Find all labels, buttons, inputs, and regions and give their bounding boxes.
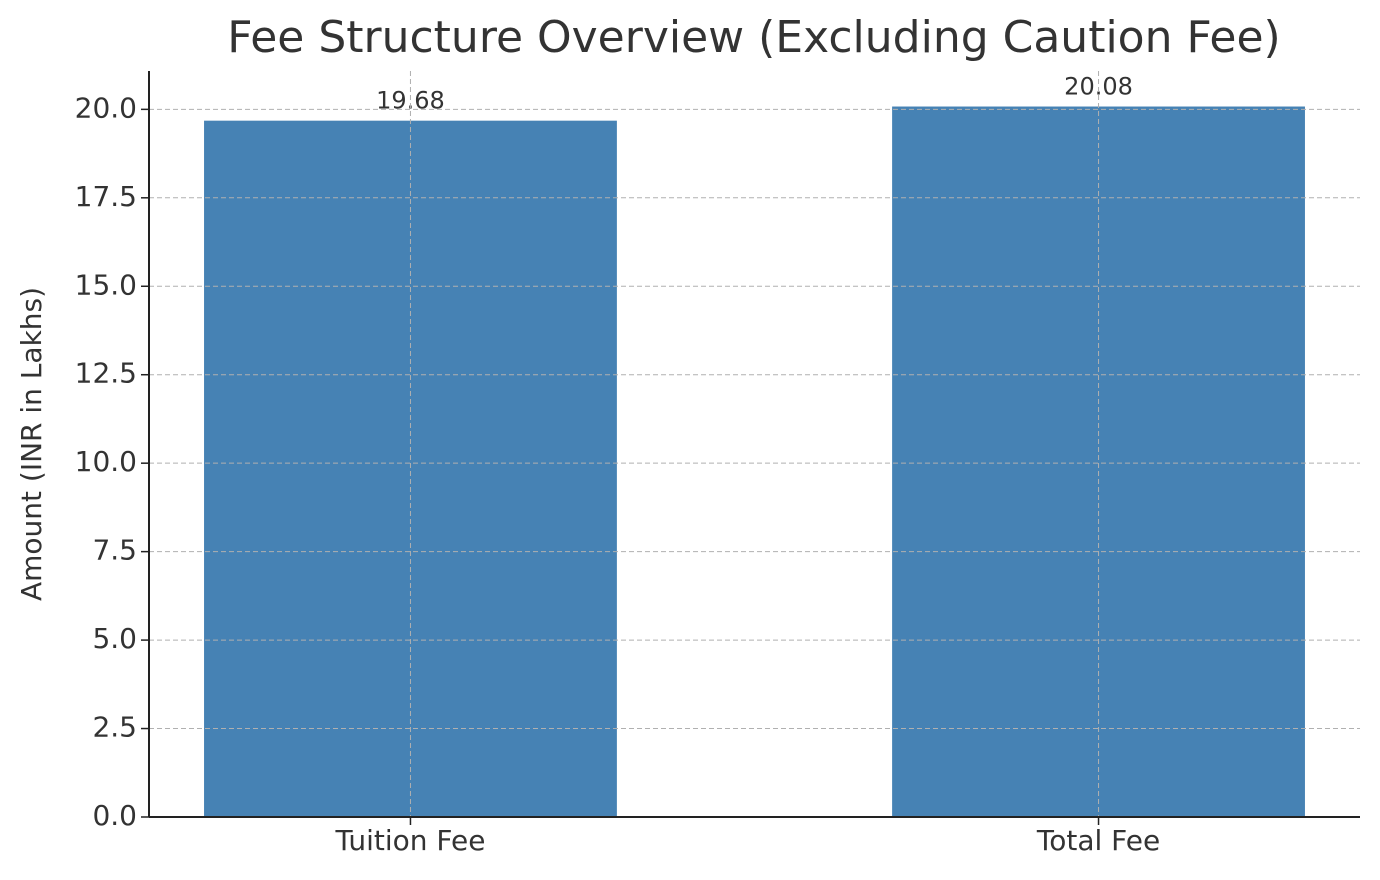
y-tick-label: 17.5 — [75, 180, 137, 213]
x-tick-label: Tuition Fee — [334, 824, 485, 857]
y-tick-label: 0.0 — [92, 799, 137, 832]
bar — [204, 120, 617, 818]
chart-title: Fee Structure Overview (Excluding Cautio… — [227, 12, 1280, 63]
y-tick-label: 15.0 — [75, 268, 137, 301]
y-tick-label: 7.5 — [92, 534, 137, 567]
y-tick-label: 2.5 — [92, 711, 137, 744]
bar — [892, 106, 1305, 818]
y-tick-label: 10.0 — [75, 445, 137, 478]
y-tick-label: 5.0 — [92, 622, 137, 655]
y-axis-label: Amount (INR in Lakhs) — [15, 287, 48, 601]
y-tick-label: 20.0 — [75, 91, 137, 124]
x-tick-label: Total Fee — [1036, 824, 1160, 857]
y-tick-label: 12.5 — [75, 357, 137, 390]
